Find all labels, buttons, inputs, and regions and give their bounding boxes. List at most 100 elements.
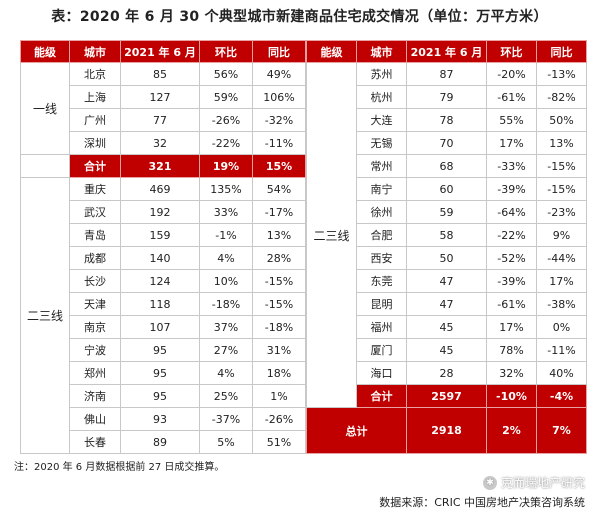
mom-cell: 17% [486,315,537,339]
yoy-cell: 51% [252,430,306,454]
volume-cell: 47 [406,269,487,293]
mom-cell: -22% [486,223,537,247]
table-row: 深圳 32 -22% -11% [21,131,306,155]
table-row: 长沙 124 10% -15% [21,269,306,293]
city-cell: 杭州 [356,85,407,109]
table-row: 合肥 58 -22% 9% [307,223,587,247]
volume-cell: 124 [120,269,200,293]
city-cell: 武汉 [69,200,121,224]
yoy-cell: 13% [252,223,306,247]
right-table: 能级 城市 2021 年 6 月 环比 同比 二三线 苏州 87 -20% -1… [306,40,587,454]
total-yoy: 15% [252,154,306,178]
mom-cell: -39% [486,177,537,201]
mom-cell: 27% [199,338,253,362]
yoy-cell: -23% [536,200,587,224]
yoy-cell: -15% [252,269,306,293]
volume-cell: 95 [120,384,200,408]
yoy-cell: 18% [252,361,306,385]
mom-cell: 5% [199,430,253,454]
mom-cell: -22% [199,131,253,155]
table-row: 成都 140 4% 28% [21,246,306,270]
mom-cell: -37% [199,407,253,431]
table-row: 青岛 159 -1% 13% [21,223,306,247]
yoy-cell: -11% [536,338,587,362]
mom-cell: 59% [199,85,253,109]
mom-cell: -39% [486,269,537,293]
volume-cell: 118 [120,292,200,316]
mom-cell: 33% [199,200,253,224]
grand-total-label: 总计 [306,407,407,454]
empty-cell [20,154,70,178]
yoy-cell: 40% [536,361,587,385]
city-cell: 福州 [356,315,407,339]
mom-cell: 10% [199,269,253,293]
yoy-cell: 49% [252,62,306,86]
volume-cell: 68 [406,154,487,178]
yoy-cell: 17% [536,269,587,293]
city-cell: 南宁 [356,177,407,201]
volume-cell: 127 [120,85,200,109]
yoy-cell: -44% [536,246,587,270]
yoy-cell: 13% [536,131,587,155]
city-cell: 苏州 [356,62,407,86]
mom-cell: 4% [199,246,253,270]
yoy-cell: -26% [252,407,306,431]
left-header-row: 能级 城市 2021 年 6 月 环比 同比 [20,40,306,63]
table-row: 佛山 93 -37% -26% [21,407,306,431]
city-cell: 无锡 [356,131,407,155]
total-mom: 19% [199,154,253,178]
mom-cell: 4% [199,361,253,385]
table-row: 二三线 苏州 87 -20% -13% [306,62,587,408]
yoy-cell: -13% [536,62,587,86]
yoy-cell: -18% [252,315,306,339]
volume-cell: 469 [120,177,200,201]
table-row: 海口 28 32% 40% [307,361,587,385]
mom-cell: 135% [199,177,253,201]
mom-cell: -1% [199,223,253,247]
table-row: 西安 50 -52% -44% [307,246,587,270]
yoy-cell: 28% [252,246,306,270]
volume-cell: 45 [406,338,487,362]
city-cell: 东莞 [356,269,407,293]
yoy-cell: 9% [536,223,587,247]
left-table: 能级 城市 2021 年 6 月 环比 同比 一线 北京 85 56% 49% … [20,40,306,454]
volume-cell: 192 [120,200,200,224]
mom-cell: -52% [486,246,537,270]
city-cell: 西安 [356,246,407,270]
volume-cell: 47 [406,292,487,316]
yoy-cell: 31% [252,338,306,362]
table-row: 上海 127 59% 106% [21,85,306,109]
yoy-cell: -38% [536,292,587,316]
volume-cell: 85 [120,62,200,86]
table-row: 昆明 47 -61% -38% [307,292,587,316]
grand-total-yoy: 7% [536,407,587,454]
city-cell: 宁波 [69,338,121,362]
volume-cell: 89 [120,430,200,454]
header-tier: 能级 [20,40,70,63]
mom-cell: -33% [486,154,537,178]
table-row: 福州 45 17% 0% [307,315,587,339]
city-cell: 深圳 [69,131,121,155]
city-cell: 天津 [69,292,121,316]
city-cell: 重庆 [69,177,121,201]
data-source: 数据来源：CRIC 中国房地产决策咨询系统 [379,496,585,509]
yoy-cell: -15% [536,177,587,201]
table-row: 一线 北京 85 56% 49% [20,62,306,155]
city-cell: 济南 [69,384,121,408]
total-label: 合计 [356,384,407,408]
city-cell: 上海 [69,85,121,109]
header-tier: 能级 [306,40,357,63]
table-row: 南宁 60 -39% -15% [307,177,587,201]
tier-label-tier23: 二三线 [306,62,357,408]
volume-cell: 107 [120,315,200,339]
mom-cell: -26% [199,108,253,132]
volume-cell: 70 [406,131,487,155]
volume-cell: 95 [120,361,200,385]
city-cell: 昆明 [356,292,407,316]
volume-cell: 32 [120,131,200,155]
tier1-total-row: 合计 321 19% 15% [20,154,306,178]
volume-cell: 50 [406,246,487,270]
mom-cell: 55% [486,108,537,132]
city-cell: 北京 [69,62,121,86]
city-cell: 南京 [69,315,121,339]
